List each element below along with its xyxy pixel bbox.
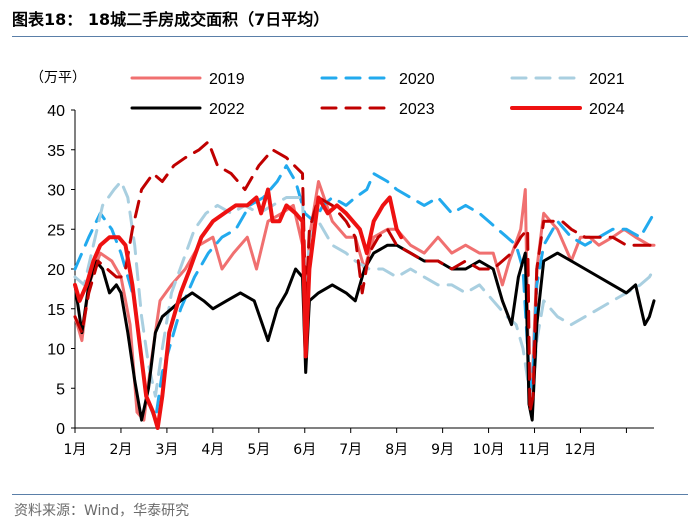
legend-label-2019: 2019 xyxy=(209,71,245,88)
x-tick-label: 5月 xyxy=(247,442,270,458)
source-note: 资料来源：Wind，华泰研究 xyxy=(14,503,190,519)
series-line-2022 xyxy=(73,243,656,422)
x-tick-label: 9月 xyxy=(431,442,454,458)
legend-label-2023: 2023 xyxy=(399,101,435,118)
legend: 2019 2020 2021 2022 2023 2024 xyxy=(130,71,625,118)
x-tick-label: 8月 xyxy=(385,442,408,458)
y-tick-label: 0 xyxy=(56,421,65,438)
y-tick-label: 20 xyxy=(47,262,65,279)
series-line-2024 xyxy=(73,187,404,430)
x-tick-label: 12月 xyxy=(565,442,597,458)
y-tick-label: 30 xyxy=(47,183,65,200)
x-tick-label: 2月 xyxy=(109,442,132,458)
plot-area: 0 5 10 15 20 25 30 35 40 1月 2月 3月 4月 5月 6月 7月 8月 9月 10月 11月… xyxy=(47,103,654,458)
y-tick-label: 5 xyxy=(56,381,65,398)
y-tick-label: 10 xyxy=(47,342,65,359)
x-tick-label: 10月 xyxy=(473,442,505,458)
y-tick-label: 35 xyxy=(47,143,65,160)
legend-label-2024: 2024 xyxy=(589,101,625,118)
title-divider xyxy=(12,36,688,37)
legend-label-2020: 2020 xyxy=(399,71,435,88)
legend-label-2022: 2022 xyxy=(209,101,245,118)
y-tick-label: 15 xyxy=(47,302,65,319)
y-tick-label: 25 xyxy=(47,222,65,239)
x-tick-label: 6月 xyxy=(293,442,316,458)
series-layer xyxy=(73,140,656,430)
x-tick-label: 11月 xyxy=(519,442,551,458)
x-tick-label: 3月 xyxy=(155,442,178,458)
y-tick-label: 40 xyxy=(47,103,65,120)
chart-title: 图表18： 18城二手房成交面积（7日平均） xyxy=(12,10,330,29)
x-tick-label: 1月 xyxy=(64,442,87,458)
legend-label-2021: 2021 xyxy=(589,71,625,88)
source-divider xyxy=(12,494,688,495)
series-line-2021 xyxy=(73,180,656,406)
x-tick-label: 7月 xyxy=(339,442,362,458)
y-unit-label: （万平） xyxy=(30,70,86,86)
series-line-2023 xyxy=(73,140,656,414)
x-tick-label: 4月 xyxy=(201,442,224,458)
